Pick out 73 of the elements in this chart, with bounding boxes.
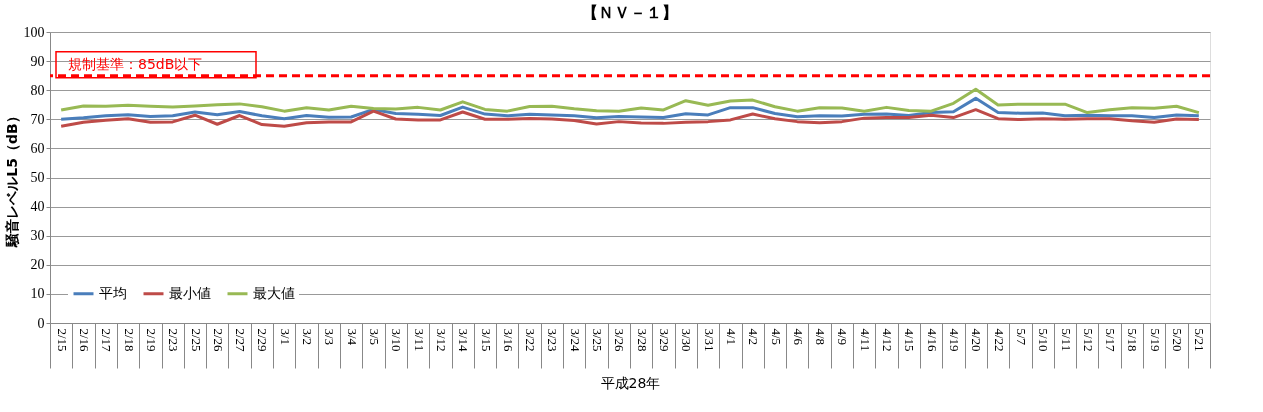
x-tick-label: 5/11	[1058, 328, 1074, 352]
chart-title: 【ＮＶ－１】	[582, 3, 678, 22]
x-tick-label: 5/19	[1147, 328, 1163, 352]
x-tick-label: 3/25	[590, 328, 606, 352]
x-tick-label: 4/16	[924, 328, 940, 353]
x-tick-label: 2/29	[255, 328, 271, 352]
x-tick-label: 3/2	[300, 328, 316, 346]
x-tick-label: 4/11	[857, 328, 873, 352]
y-tick-label: 0	[37, 315, 45, 331]
legend-label: 最大値	[253, 284, 295, 301]
x-tick-label: 3/22	[523, 328, 539, 352]
legend-label: 最小値	[169, 284, 211, 301]
x-tick-label: 3/14	[456, 328, 472, 353]
x-tick-label: 4/15	[902, 328, 918, 352]
x-tick-label: 4/20	[969, 328, 985, 352]
x-tick-label: 5/12	[1080, 328, 1096, 352]
x-tick-label: 2/18	[121, 328, 137, 352]
x-axis-title: 平成28年	[600, 375, 661, 391]
line-series	[59, 108, 1201, 128]
x-tick-label: 4/8	[813, 328, 829, 346]
y-tick-label: 20	[30, 257, 45, 273]
x-tick-label: 5/7	[1013, 328, 1029, 346]
x-tick-label: 3/10	[389, 328, 405, 352]
x-tick-label: 5/17	[1103, 328, 1119, 353]
x-tick-label: 3/5	[366, 328, 382, 346]
y-tick-label: 30	[30, 228, 45, 244]
line-series	[59, 96, 1201, 121]
x-tick-label: 3/31	[701, 328, 717, 352]
x-tick-label: 4/22	[991, 328, 1007, 352]
x-tick-label: 2/25	[188, 328, 204, 352]
x-tick-label: 2/27	[233, 328, 249, 353]
x-tick-label: 4/2	[746, 328, 762, 346]
x-tick-label: 4/6	[790, 328, 806, 346]
x-tick-label: 5/18	[1125, 328, 1141, 352]
x-tick-label: 4/9	[835, 328, 851, 346]
x-tick-label: 4/12	[880, 328, 896, 352]
x-tick-label: 5/20	[1170, 328, 1186, 352]
x-tick-label: 5/10	[1036, 328, 1052, 352]
x-tick-label: 2/19	[143, 328, 159, 352]
x-tick-label: 3/30	[679, 328, 695, 352]
x-tick-label: 3/23	[545, 328, 561, 352]
x-tick-label: 2/15	[54, 328, 70, 352]
y-axis-title: 騒音レベルL5（dB）	[3, 109, 20, 248]
x-tick-label: 5/21	[1192, 328, 1208, 352]
x-tick-label: 3/4	[344, 328, 360, 346]
y-tick-label: 50	[30, 170, 45, 185]
y-tick-label: 80	[30, 82, 45, 98]
x-tick-label: 3/11	[411, 328, 427, 352]
ref-line-label: 規制基準：85dB以下	[68, 55, 203, 72]
x-tick-label: 3/26	[612, 328, 628, 353]
y-tick-label: 60	[30, 140, 45, 156]
x-tick-label: 3/12	[433, 328, 449, 352]
x-tick-label: 3/28	[634, 328, 650, 352]
x-tick-label: 4/1	[723, 328, 739, 346]
x-tick-label: 2/16	[76, 328, 92, 353]
x-tick-label: 2/23	[166, 328, 182, 352]
x-tick-label: 4/19	[946, 328, 962, 352]
x-tick-label: 4/5	[768, 328, 784, 346]
x-tick-label: 3/24	[567, 328, 583, 353]
x-tick-label: 2/17	[99, 328, 115, 353]
x-tick-label: 2/26	[210, 328, 226, 353]
x-tick-label: 3/1	[277, 328, 293, 346]
x-tick-label: 3/16	[500, 328, 516, 353]
y-tick-label: 10	[30, 286, 45, 302]
y-tick-label: 40	[30, 199, 45, 215]
y-tick-label: 100	[23, 24, 45, 40]
x-tick-label: 3/29	[656, 328, 672, 352]
line-series	[59, 87, 1201, 115]
y-tick-label: 70	[30, 111, 45, 127]
legend-label: 平均	[99, 284, 127, 301]
y-tick-label: 90	[30, 53, 45, 69]
x-tick-label: 3/15	[478, 328, 494, 352]
x-tick-label: 3/3	[322, 328, 338, 346]
